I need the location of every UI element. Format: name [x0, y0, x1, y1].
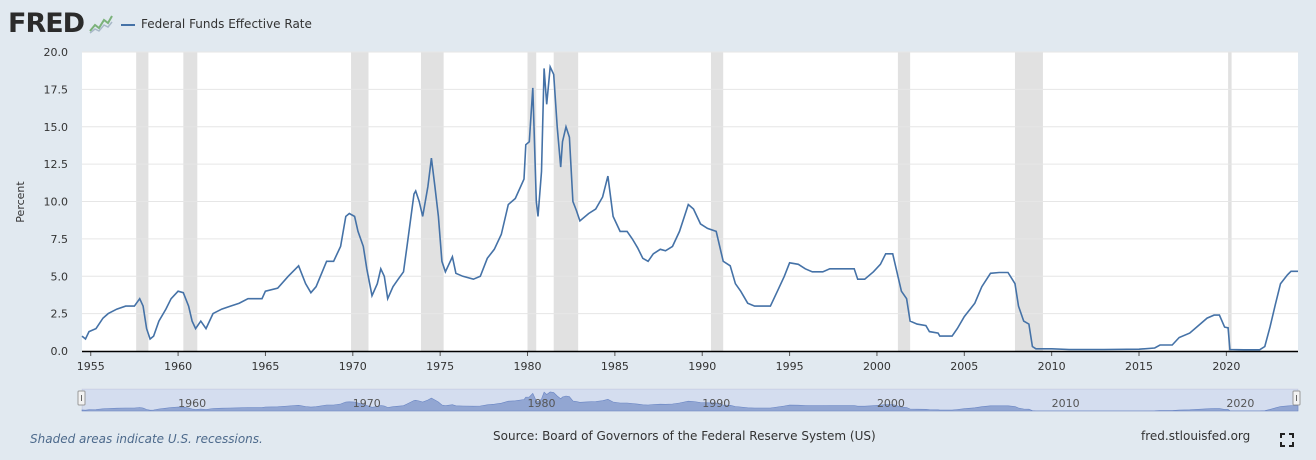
legend-label: Federal Funds Effective Rate	[141, 17, 312, 31]
legend[interactable]: Federal Funds Effective Rate	[121, 16, 312, 32]
y-tick-label: 5.0	[51, 270, 69, 283]
navigator-tick-label: 2020	[1226, 397, 1254, 410]
x-tick-label: 2000	[863, 360, 891, 373]
fullscreen-icon[interactable]	[1280, 433, 1294, 447]
x-tick-label: 1975	[426, 360, 454, 373]
x-tick-label: 1990	[688, 360, 716, 373]
series-line-federal-funds-rate[interactable]	[81, 63, 1298, 351]
x-tick-label: 1980	[514, 360, 542, 373]
y-tick-label: 17.5	[44, 83, 69, 96]
navigator-tick-label: 1990	[702, 397, 730, 410]
site-link[interactable]: fred.stlouisfed.org	[1141, 429, 1251, 443]
legend-swatch	[121, 23, 135, 26]
chart[interactable]: 0.0 2.5 5.0 7.5 10.0 12.5 15.0 17.5 20.0 1955 196…	[0, 0, 1316, 420]
navigator-tick-label: 1970	[353, 397, 381, 410]
x-tick-label: 1965	[251, 360, 279, 373]
x-tick-label: 2005	[950, 360, 978, 373]
navigator-mask	[82, 389, 1298, 411]
fred-graph-icon	[88, 13, 114, 35]
navigator-tick-label: 1960	[178, 397, 206, 410]
x-tick-label: 1995	[776, 360, 804, 373]
y-tick-label: 2.5	[51, 308, 69, 321]
x-axis-ticks: 1955 1960 1965 1970 1975 1980 1985 1990 1995 2000…	[77, 351, 1240, 373]
navigator[interactable]: 1960 1970 1980 1990 2000 2010 2020	[77, 388, 1301, 412]
navigator-area	[81, 391, 1299, 412]
grid-lines	[82, 51, 1298, 315]
y-tick-label: 12.5	[44, 158, 69, 171]
y-tick-label: 20.0	[44, 46, 69, 59]
header: FRED Federal Funds Effective Rate	[0, 0, 1316, 44]
x-tick-label: 1970	[339, 360, 367, 373]
recession-note: Shaded areas indicate U.S. recessions.	[30, 432, 263, 446]
x-tick-label: 1955	[77, 360, 105, 373]
x-tick-label: 1985	[601, 360, 629, 373]
y-tick-label: 10.0	[44, 196, 69, 209]
y-tick-label: 0.0	[51, 345, 69, 358]
x-tick-label: 1960	[164, 360, 192, 373]
navigator-tick-label: 2000	[877, 397, 905, 410]
fred-logo[interactable]: FRED	[8, 8, 85, 39]
source-text: Source: Board of Governors of the Federa…	[493, 429, 876, 443]
y-axis-ticks: 0.0 2.5 5.0 7.5 10.0 12.5 15.0 17.5 20.0	[44, 46, 69, 358]
navigator-tick-label: 1980	[528, 397, 556, 410]
x-tick-label: 2020	[1212, 360, 1240, 373]
y-tick-label: 7.5	[51, 233, 69, 246]
x-tick-label: 2010	[1038, 360, 1066, 373]
navigator-tick-label: 2010	[1052, 397, 1080, 410]
x-tick-label: 2015	[1125, 360, 1153, 373]
navigator-ticks: 1960 1970 1980 1990 2000 2010 2020	[178, 397, 1254, 410]
y-tick-label: 15.0	[44, 121, 69, 134]
y-axis-label: Percent	[14, 181, 27, 223]
